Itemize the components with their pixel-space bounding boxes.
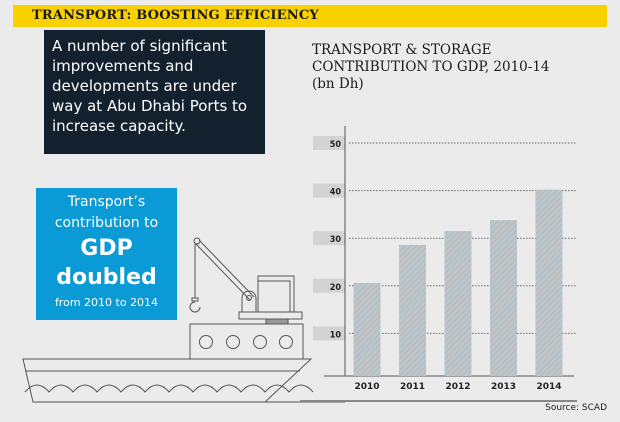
- callout-line4: doubled: [56, 265, 157, 290]
- bar: [399, 244, 426, 376]
- bar: [353, 282, 381, 376]
- x-tick-label: 2012: [445, 382, 470, 392]
- y-tick-label: 50: [330, 140, 342, 150]
- callout-line3: GDP: [80, 236, 133, 261]
- callout-box: Transport’s contribution to GDP doubled …: [36, 188, 177, 320]
- y-tick-box: [313, 136, 345, 150]
- y-tick-box: [313, 326, 345, 341]
- y-tick-label: 10: [330, 330, 342, 340]
- x-tick-label: 2011: [400, 382, 425, 392]
- bar: [535, 189, 563, 376]
- x-tick-label: 2010: [354, 382, 379, 392]
- y-tick-box: [313, 278, 345, 293]
- x-tick-label: 2013: [491, 382, 516, 392]
- bar: [490, 220, 517, 376]
- chart-title-text: TRANSPORT & STORAGE CONTRIBUTION TO GDP,…: [312, 42, 550, 75]
- callout-line2: contribution to: [54, 215, 159, 231]
- callout-line1: Transport’s: [67, 194, 146, 210]
- chart-title: TRANSPORT & STORAGE CONTRIBUTION TO GDP,…: [312, 42, 602, 93]
- y-tick-label: 30: [330, 235, 342, 245]
- header-bar: TRANSPORT: BOOSTING EFFICIENCY: [13, 5, 607, 27]
- x-tick-label: 2014: [536, 382, 561, 392]
- header-title: TRANSPORT: BOOSTING EFFICIENCY: [32, 8, 319, 23]
- y-tick-label: 40: [330, 188, 342, 198]
- y-tick-box: [313, 183, 345, 198]
- y-tick-box: [313, 231, 345, 246]
- callout-line5: from 2010 to 2014: [54, 296, 159, 309]
- bar: [444, 231, 472, 376]
- chart-subtitle: (bn Dh): [312, 76, 364, 92]
- intro-box: A number of significant improvements and…: [44, 30, 265, 154]
- y-tick-label: 20: [330, 283, 342, 293]
- chart-source: Source: SCAD: [545, 403, 607, 413]
